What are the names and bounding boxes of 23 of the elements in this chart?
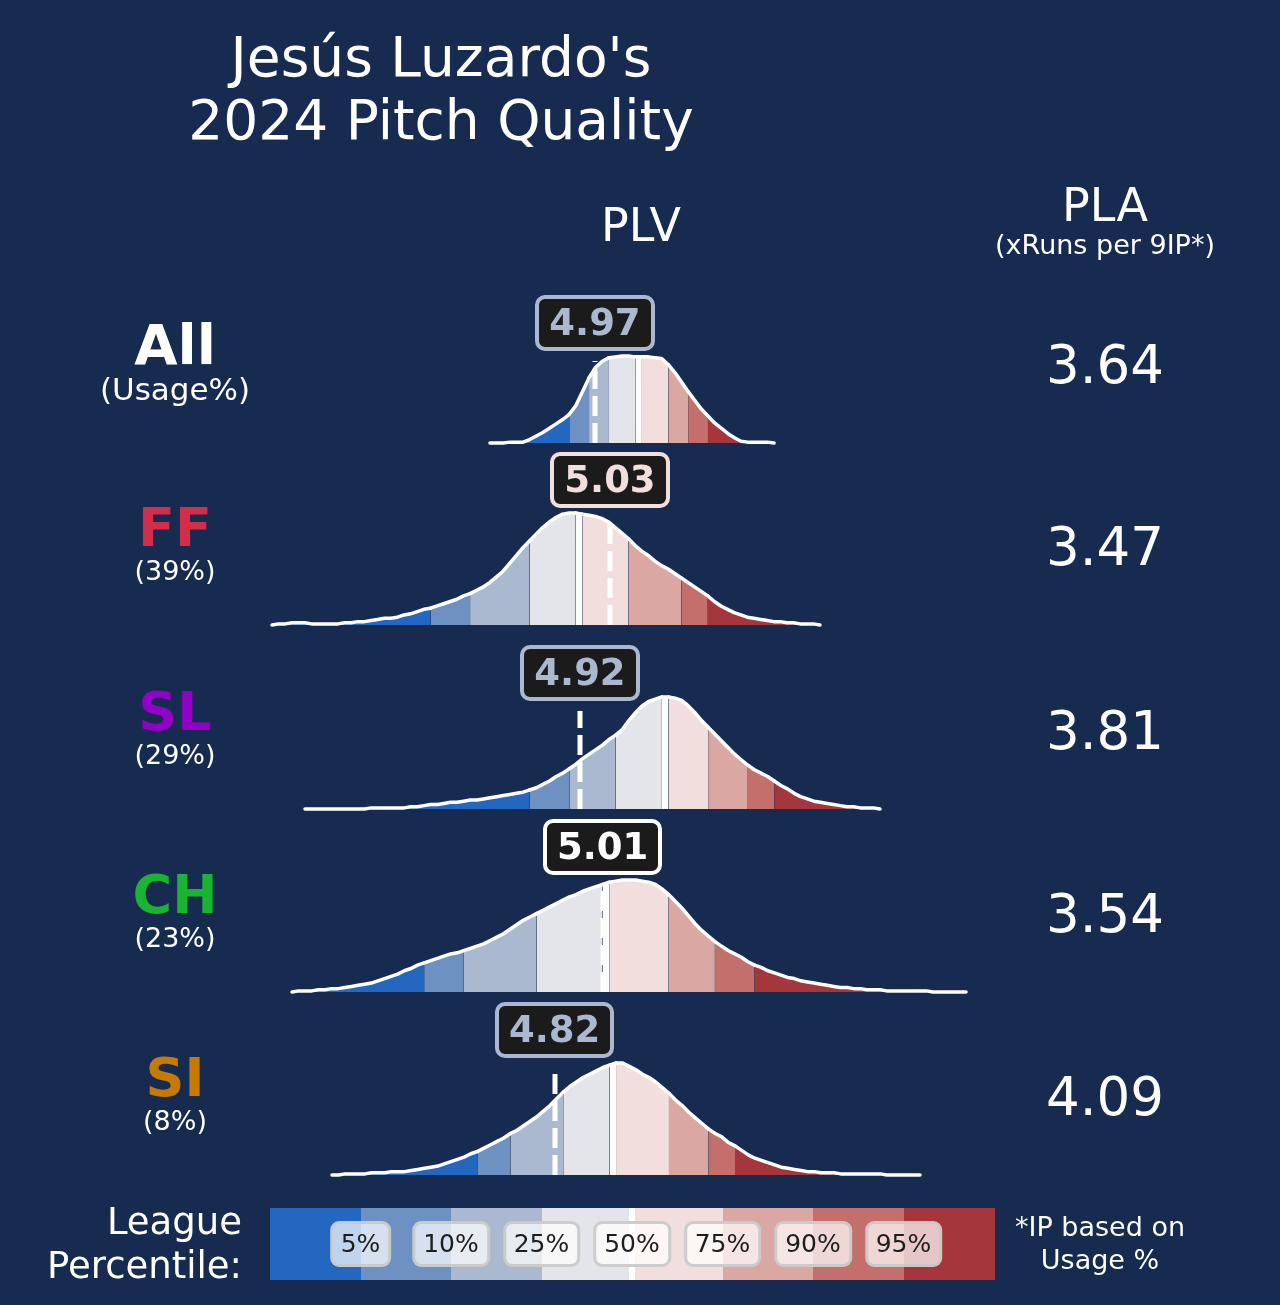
text: 3.64: [1045, 334, 1165, 396]
text: 25%: [502, 1221, 581, 1267]
text: (xRuns per 9IP*): [995, 229, 1215, 261]
text: 75%: [683, 1221, 762, 1267]
text: 95%: [864, 1221, 943, 1267]
text: 50%: [593, 1221, 671, 1267]
text: League Percentile:: [46, 1200, 242, 1288]
text: 5.01: [542, 819, 663, 875]
text: 4.92: [520, 644, 640, 701]
text: 10%: [412, 1221, 490, 1267]
text: 3.47: [1045, 516, 1165, 578]
text: PLA: [1062, 178, 1148, 232]
text: 3.54: [1045, 883, 1165, 945]
text: *IP based on Usage %: [1013, 1210, 1186, 1276]
text: 4.82: [494, 1002, 615, 1058]
text: 3.81: [1045, 700, 1165, 762]
text: Jesús Luzardo's 2024 Pitch Quality: [187, 25, 695, 152]
text: 5%: [329, 1221, 392, 1267]
text: 90%: [774, 1221, 852, 1267]
text: 5.03: [550, 452, 670, 508]
text: 4.09: [1045, 1066, 1165, 1128]
text: PLV: [601, 198, 681, 252]
text: 4.97: [535, 295, 655, 351]
